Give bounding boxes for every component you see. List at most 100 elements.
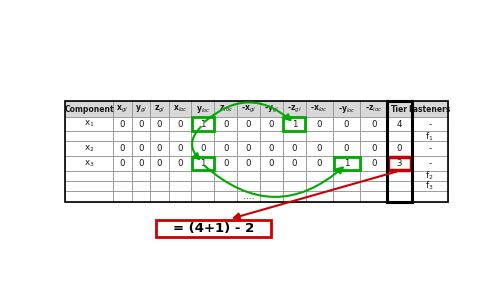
Bar (412, 171, 448, 181)
Text: x$_1$: x$_1$ (84, 119, 94, 129)
Bar (412, 141, 448, 156)
Text: 0: 0 (371, 144, 376, 153)
Text: 0: 0 (223, 144, 228, 153)
Bar (150, 101, 169, 117)
Text: y$_{gl}$: y$_{gl}$ (135, 104, 147, 115)
Bar (150, 117, 169, 131)
Bar (237, 131, 260, 141)
Text: x$_3$: x$_3$ (84, 158, 94, 169)
Bar (333, 171, 360, 181)
Bar (388, 171, 411, 181)
Bar (388, 117, 411, 131)
Bar (132, 156, 150, 171)
Text: 0: 0 (120, 144, 125, 153)
Bar (214, 101, 237, 117)
Bar (283, 141, 306, 156)
Bar (306, 156, 333, 171)
Bar (412, 101, 448, 117)
Bar (333, 101, 360, 117)
Bar (333, 117, 360, 131)
Bar (192, 181, 214, 191)
Text: 3: 3 (397, 159, 402, 168)
Bar (283, 181, 306, 191)
Bar (168, 156, 192, 171)
Text: Fasteners: Fasteners (408, 105, 451, 114)
Bar (260, 101, 283, 117)
Bar (388, 157, 411, 170)
Text: -x$_{loc}$: -x$_{loc}$ (310, 104, 328, 115)
Text: 0: 0 (177, 120, 182, 129)
Text: 0: 0 (177, 159, 182, 168)
Bar (283, 171, 306, 181)
Text: 0: 0 (246, 120, 252, 129)
Text: 1: 1 (344, 159, 350, 168)
Text: 0: 0 (223, 159, 228, 168)
Bar (306, 117, 333, 131)
Bar (168, 191, 192, 202)
Bar (412, 156, 448, 171)
Bar (65, 156, 113, 171)
Bar (388, 156, 411, 171)
Text: -: - (428, 159, 431, 168)
Bar (260, 141, 283, 156)
Bar (132, 181, 150, 191)
Text: 0: 0 (177, 144, 182, 153)
Bar (388, 181, 411, 191)
Text: 0: 0 (268, 159, 274, 168)
Bar (192, 117, 214, 131)
Bar (132, 101, 150, 117)
Bar (132, 117, 150, 131)
Text: f$_1$: f$_1$ (426, 130, 434, 143)
Bar (306, 191, 333, 202)
Bar (132, 131, 150, 141)
Text: ....: .... (243, 192, 254, 201)
Text: 0: 0 (120, 120, 125, 129)
Bar (168, 141, 192, 156)
Text: x$_{loc}$: x$_{loc}$ (172, 104, 188, 115)
Text: 0: 0 (344, 144, 350, 153)
Bar (388, 101, 411, 117)
Bar (306, 181, 333, 191)
Bar (113, 101, 132, 117)
Text: 0: 0 (246, 144, 252, 153)
Text: Tier: Tier (391, 105, 408, 114)
Bar (412, 117, 448, 131)
Bar (192, 171, 214, 181)
Bar (306, 101, 333, 117)
Bar (113, 156, 132, 171)
Bar (260, 171, 283, 181)
Bar (113, 181, 132, 191)
Text: -: - (428, 120, 431, 129)
Bar (156, 220, 271, 237)
Text: f$_3$: f$_3$ (426, 179, 434, 192)
Bar (214, 191, 237, 202)
Text: -x$_{gl}$: -x$_{gl}$ (241, 104, 256, 115)
Bar (388, 191, 411, 202)
Bar (306, 141, 333, 156)
Text: 0: 0 (223, 120, 228, 129)
Text: 0: 0 (268, 144, 274, 153)
Text: 0: 0 (268, 120, 274, 129)
Bar (360, 141, 388, 156)
Bar (214, 171, 237, 181)
Bar (192, 117, 214, 131)
Bar (360, 131, 388, 141)
Text: 0: 0 (316, 144, 322, 153)
Bar (214, 141, 237, 156)
Text: 1: 1 (200, 120, 205, 129)
Bar (283, 101, 306, 117)
Bar (260, 181, 283, 191)
Bar (192, 131, 214, 141)
Bar (360, 156, 388, 171)
Text: -y$_{loc}$: -y$_{loc}$ (338, 104, 355, 115)
Text: 0: 0 (246, 159, 252, 168)
Bar (65, 101, 448, 202)
Text: 4: 4 (397, 120, 402, 129)
Bar (412, 131, 448, 141)
Bar (333, 156, 360, 171)
Bar (284, 117, 305, 131)
Bar (237, 117, 260, 131)
Text: 0: 0 (316, 159, 322, 168)
Text: 0: 0 (138, 144, 143, 153)
Bar (150, 191, 169, 202)
